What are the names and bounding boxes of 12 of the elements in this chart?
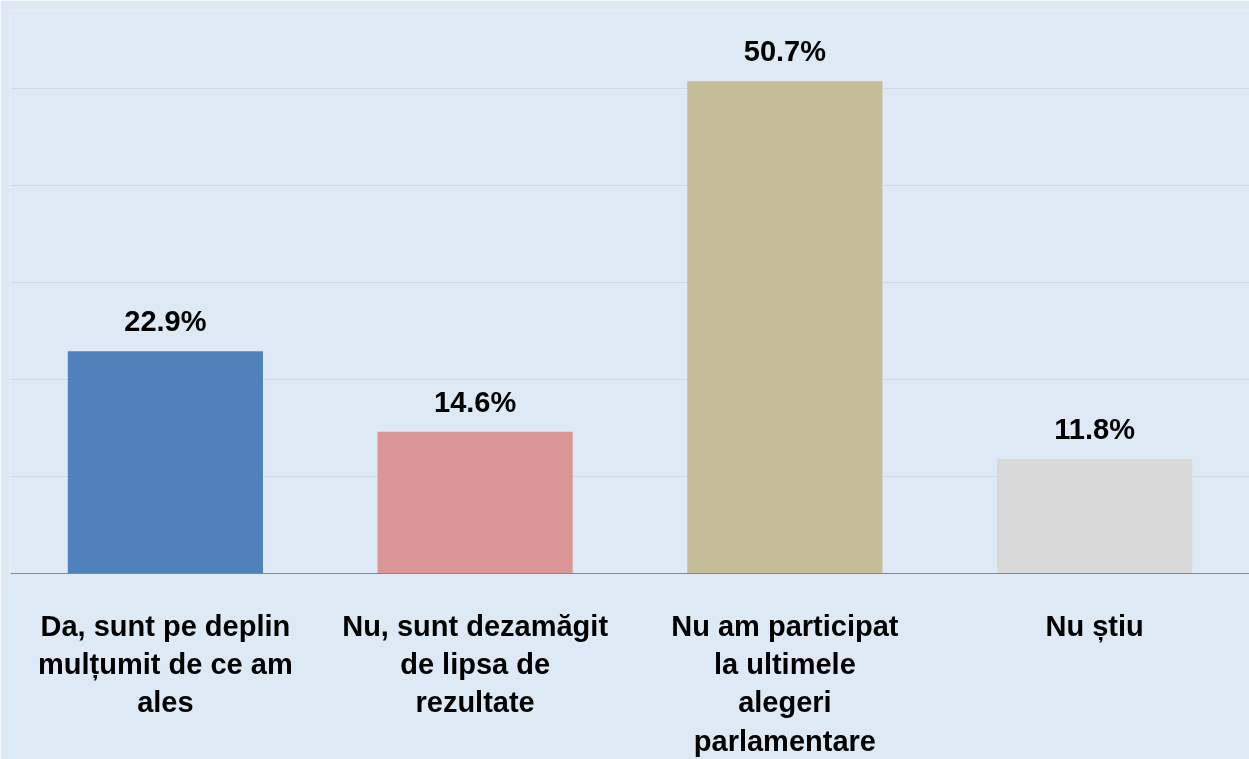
data-label: 50.7% — [743, 35, 827, 68]
bar — [377, 431, 573, 574]
bar — [687, 81, 883, 574]
x-tick-label: Nu știu — [1045, 609, 1144, 643]
data-label: 14.6% — [434, 385, 517, 418]
data-label: 11.8% — [1054, 412, 1136, 445]
x-tick-label: Nu, sunt dezamăgit de lipsa de rezultate — [342, 609, 609, 719]
x-tick-label: Nu am participat la ultimele alegeri parlamentare — [671, 609, 899, 757]
bar — [997, 458, 1193, 574]
data-label: 22.9% — [124, 305, 207, 338]
bar — [67, 351, 263, 574]
x-tick-label: Da, sunt pe deplin mulțumit de ce am ales — [38, 609, 293, 719]
